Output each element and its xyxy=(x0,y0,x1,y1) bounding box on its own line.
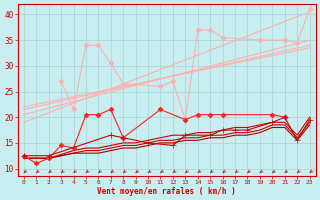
X-axis label: Vent moyen/en rafales ( km/h ): Vent moyen/en rafales ( km/h ) xyxy=(97,187,236,196)
